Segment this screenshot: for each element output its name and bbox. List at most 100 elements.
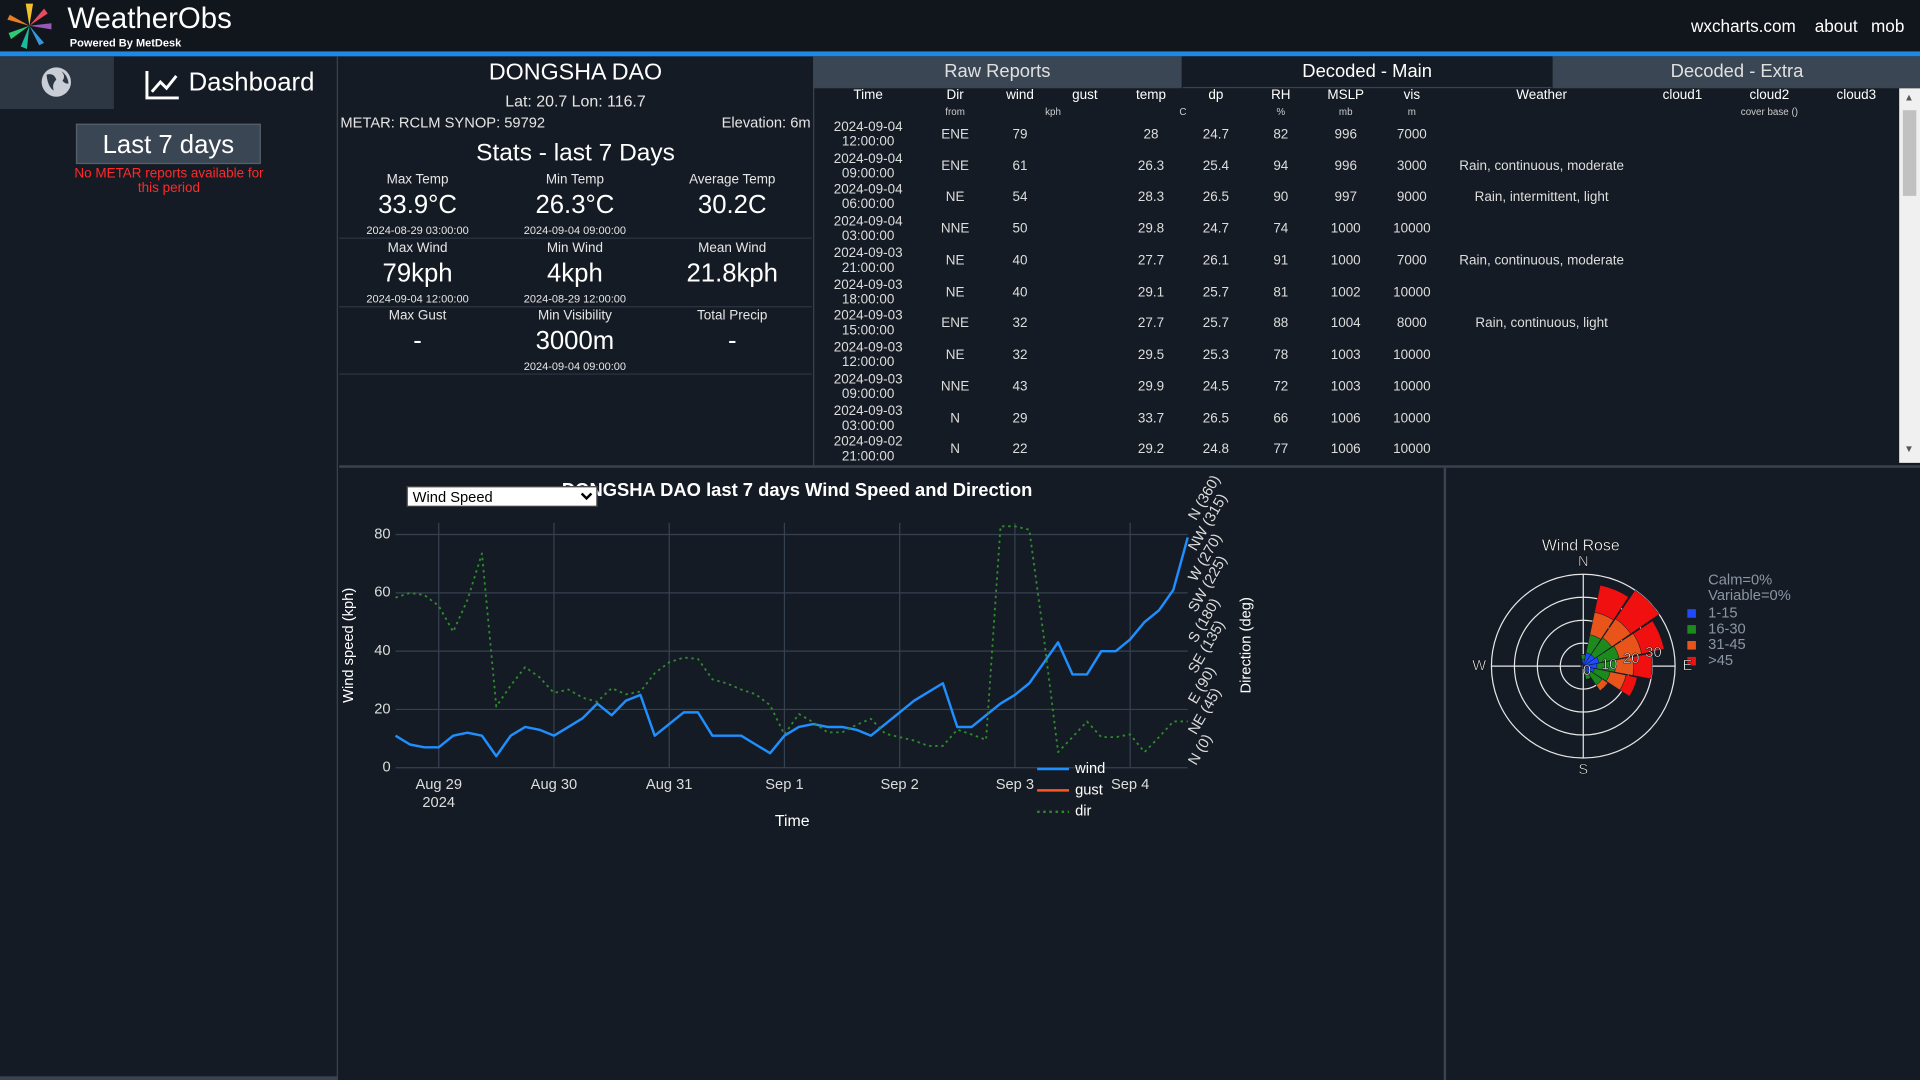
- stat-separator: [339, 237, 812, 239]
- stat-value: 26.3°C: [535, 191, 615, 220]
- stat-label: Min Temp: [545, 172, 604, 188]
- table-cell: 50: [1012, 221, 1028, 237]
- rose-note: Calm=0%: [1708, 572, 1772, 588]
- column-header: cloud1: [1662, 88, 1703, 103]
- table-cell: 1000: [1330, 221, 1361, 237]
- table-cell: 2024-09-03 21:00:00: [833, 245, 903, 276]
- column-unit: C: [1179, 106, 1187, 118]
- table-row: 2024-09-02 21:00:00 N 22 29.2 24.8 77 1006 1000…: [813, 434, 1898, 463]
- stat-value: 4kph: [547, 258, 603, 288]
- table-body: 2024-09-04 12:00:00 ENE 79 28 24.7 82 996 7000 2…: [813, 119, 1898, 463]
- table-cell: 24.7: [1202, 221, 1230, 237]
- tab[interactable]: Decoded - Extra: [1552, 56, 1920, 89]
- table-cell: 79: [1012, 127, 1028, 142]
- x-tick-year: 2024: [422, 795, 455, 811]
- y-tick-label: 40: [374, 643, 390, 659]
- station-name: DONGSHA DAO: [488, 60, 663, 86]
- stat-value: -: [727, 326, 737, 356]
- table-cell: 29.5: [1137, 347, 1165, 363]
- stat-label: Average Temp: [689, 172, 776, 188]
- column-unit: kph: [1045, 106, 1061, 118]
- table-cell: NE: [945, 253, 965, 269]
- table-cell: 8000: [1396, 316, 1427, 332]
- dashboard-button[interactable]: Dashboard: [118, 56, 336, 109]
- table-cell: 24.8: [1202, 442, 1230, 458]
- table-cell: 32: [1012, 347, 1028, 363]
- table-cell: 66: [1273, 410, 1289, 426]
- table-cell: 2024-09-03 12:00:00: [833, 340, 903, 370]
- legend-label: gust: [1075, 782, 1103, 798]
- y-axis-title: Wind speed (kph): [341, 588, 357, 703]
- rose-tick-label: 20: [1623, 651, 1639, 667]
- column-header: cloud2: [1749, 88, 1790, 103]
- table-cell: 72: [1273, 379, 1289, 395]
- legend-swatch: [1687, 656, 1696, 666]
- legend-swatch: [1687, 641, 1696, 650]
- table-cell: 2024-09-04 06:00:00: [833, 182, 903, 213]
- x-tick-label: Aug 31: [646, 777, 693, 793]
- dashboard-label: Dashboard: [188, 68, 315, 97]
- table-cell: 10000: [1393, 442, 1431, 458]
- scroll-thumb[interactable]: [1902, 110, 1917, 196]
- nav-link[interactable]: wxcharts.com: [1691, 15, 1796, 36]
- table-cell: 43: [1012, 379, 1028, 395]
- stat-value: -: [413, 326, 422, 356]
- scrollbar[interactable]: ▲ ▼: [1899, 88, 1920, 463]
- notice: No METAR reports available for this peri…: [74, 166, 264, 196]
- rose-segment: [1632, 653, 1653, 680]
- table-cell: 10000: [1393, 221, 1431, 237]
- table-cell: 24.5: [1202, 379, 1230, 395]
- table-cell: 10000: [1393, 284, 1431, 300]
- divider: [1443, 467, 1447, 1080]
- stat-label: Min Wind: [546, 240, 603, 256]
- rose-direction-label: W: [1472, 658, 1486, 674]
- column-header: dp: [1208, 88, 1224, 103]
- column-unit: %: [1276, 106, 1286, 118]
- divider: [0, 1076, 338, 1080]
- series-line: [394, 537, 1189, 758]
- table-cell: 2024-09-04 03:00:00: [833, 214, 903, 244]
- stats-title: Stats - last 7 Days: [476, 139, 675, 167]
- sidebar: [0, 56, 338, 1080]
- scroll-up[interactable]: ▲: [1904, 91, 1914, 103]
- divider: [339, 465, 1920, 468]
- nav-link[interactable]: about: [1814, 15, 1858, 36]
- column-header: wind: [1006, 88, 1034, 103]
- table-cell: 29.1: [1137, 284, 1165, 300]
- column-header: Weather: [1516, 88, 1567, 103]
- rose-note: Variable=0%: [1708, 588, 1791, 604]
- globe-button[interactable]: [0, 56, 114, 109]
- series-line: [395, 525, 1188, 753]
- stat-value: 3000m: [535, 326, 615, 356]
- column-header: vis: [1403, 88, 1421, 103]
- variable-select[interactable]: Wind Speed: [406, 486, 598, 507]
- table-cell: 77: [1273, 442, 1289, 458]
- table-cell: 81: [1273, 284, 1289, 300]
- stat-value: 21.8kph: [686, 258, 778, 288]
- period-button[interactable]: Last 7 days: [75, 123, 261, 165]
- table-cell: NE: [945, 190, 965, 205]
- rose-title: Wind Rose: [1542, 537, 1620, 554]
- table-cell: 28: [1143, 127, 1159, 142]
- scroll-down[interactable]: ▼: [1904, 443, 1914, 455]
- column-unit: m: [1407, 106, 1416, 118]
- tagline: Powered By MetDesk: [69, 36, 182, 49]
- table-cell: 29.2: [1137, 442, 1165, 458]
- table-cell: 29.8: [1137, 221, 1165, 237]
- stat-label: Max Gust: [388, 308, 447, 324]
- y2-axis-title: Direction (deg): [1238, 597, 1254, 693]
- table-row: 2024-09-03 03:00:00 N 29 33.7 26.5 66 1006 1000…: [813, 403, 1898, 435]
- station-location: Lat: 20.7 Lon: 116.7: [505, 91, 646, 111]
- table-cell: ENE: [941, 127, 969, 142]
- tab[interactable]: Raw Reports: [813, 56, 1182, 89]
- tab[interactable]: Decoded - Main: [1182, 56, 1552, 89]
- stats-grid: Max Temp 33.9°C 2024-08-29 03:00:00 Min Tem…: [339, 173, 812, 381]
- table-row: 2024-09-03 15:00:00 ENE 32 27.7 25.7 88 1004 80…: [813, 308, 1898, 340]
- y-tick-label: 80: [374, 526, 390, 542]
- table-cell: 27.7: [1137, 253, 1165, 269]
- table-cell: NNE: [940, 379, 970, 395]
- nav-link[interactable]: mob: [1871, 15, 1905, 36]
- rose-tick-label: 0: [1583, 663, 1591, 679]
- table-cell: 1000: [1330, 253, 1361, 269]
